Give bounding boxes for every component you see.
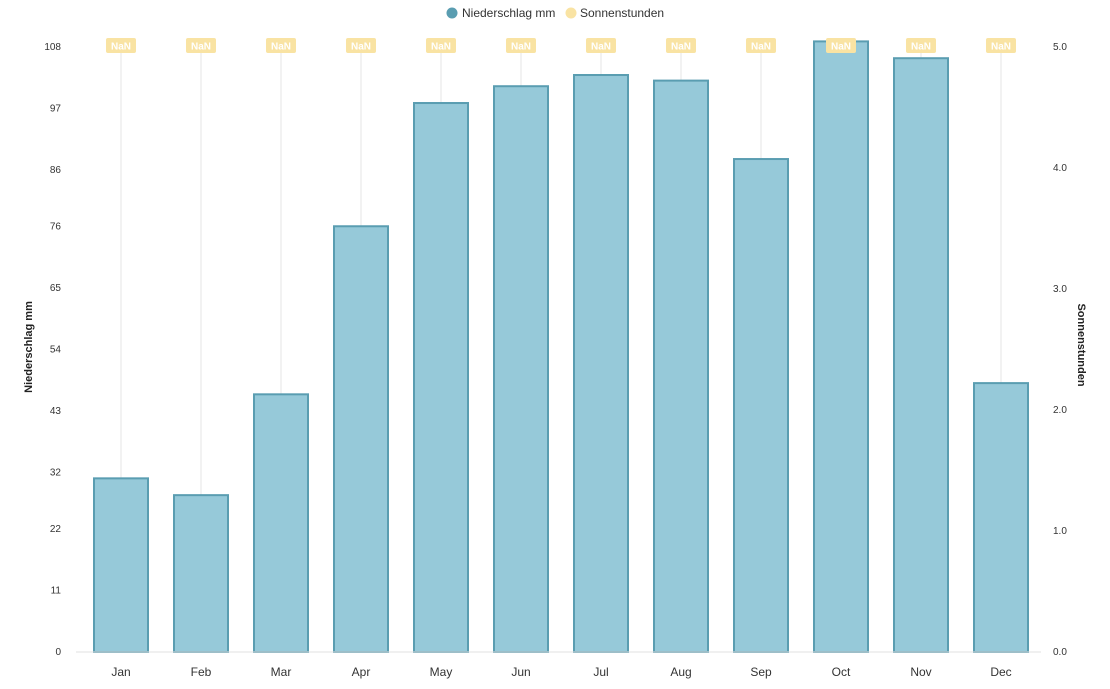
- nan-label-dec: NaN: [991, 42, 1011, 53]
- nan-label-oct: NaN: [831, 42, 851, 53]
- right-axis-title: Sonnenstunden: [1075, 303, 1087, 386]
- left-tick-label: 97: [50, 104, 62, 115]
- x-tick-label-apr: Apr: [352, 665, 371, 679]
- nan-label-bg-may: [426, 38, 456, 53]
- nan-label-bg-apr: [346, 38, 376, 53]
- left-axis-title: Niederschlag mm: [23, 301, 35, 393]
- nan-label-aug: NaN: [671, 42, 691, 53]
- bar-jul: [573, 74, 629, 653]
- x-tick-label-mar: Mar: [271, 665, 292, 679]
- nan-label-jul: NaN: [591, 42, 611, 53]
- x-tick-label-aug: Aug: [670, 665, 691, 679]
- x-tick-label-jul: Jul: [593, 665, 608, 679]
- x-tick-label-jan: Jan: [111, 665, 130, 679]
- right-tick-label: 3.0: [1053, 284, 1067, 295]
- bar-aug: [653, 79, 709, 654]
- nan-label-sep: NaN: [751, 42, 771, 53]
- right-tick-label: 0.0: [1053, 647, 1067, 658]
- bar-jun: [493, 85, 549, 654]
- x-tick-label-oct: Oct: [832, 665, 851, 679]
- x-tick-label-jun: Jun: [511, 665, 530, 679]
- x-tick-label-feb: Feb: [191, 665, 212, 679]
- nan-label-feb: NaN: [191, 42, 211, 53]
- bar-nov: [893, 57, 949, 654]
- nan-label-bg-dec: [986, 38, 1016, 53]
- x-axis-labels: Jan Feb Mar Apr May Jun Jul Aug Sep Oct Nov Dec: [111, 665, 1011, 679]
- nan-label-jan: NaN: [111, 42, 131, 53]
- legend-item-niederschlag[interactable]: Niederschlag mm: [446, 6, 556, 20]
- legend-label-sonnenstunden: Sonnenstunden: [580, 6, 664, 20]
- bar-oct: [813, 40, 869, 654]
- nan-label-bg-feb: [186, 38, 216, 53]
- nan-label-bg-sep: [746, 38, 776, 53]
- nan-label-mar: NaN: [271, 42, 291, 53]
- right-tick-label: 2.0: [1053, 405, 1067, 416]
- legend-label-niederschlag: Niederschlag mm: [462, 6, 555, 20]
- left-tick-label: 43: [50, 406, 62, 417]
- left-tick-label: 32: [50, 468, 62, 479]
- x-tick-label-dec: Dec: [990, 665, 1011, 679]
- legend-swatch-sonnenstunden: [565, 7, 577, 19]
- nan-label-nov: NaN: [911, 42, 931, 53]
- bar-apr: [333, 225, 389, 654]
- left-tick-label: 65: [50, 283, 62, 294]
- x-tick-label-nov: Nov: [910, 665, 931, 679]
- nan-label-bg-aug: [666, 38, 696, 53]
- chart-legend[interactable]: Niederschlag mm Sonnenstunden: [446, 6, 665, 20]
- bar-sep: [733, 158, 789, 653]
- legend-item-sonnenstunden[interactable]: Sonnenstunden: [565, 6, 665, 20]
- bar-may: [413, 102, 469, 654]
- nan-label-bg-nov: [906, 38, 936, 53]
- right-tick-label: 1.0: [1053, 526, 1067, 537]
- nan-label-bg-jul: [586, 38, 616, 53]
- nan-label-apr: NaN: [351, 42, 371, 53]
- left-tick-label: 11: [51, 585, 62, 596]
- nan-label-bg-jun: [506, 38, 536, 53]
- left-tick-label: 76: [50, 221, 62, 232]
- left-tick-label: 0: [55, 647, 61, 658]
- bar-mar: [253, 393, 309, 653]
- legend-swatch-niederschlag: [446, 7, 458, 19]
- left-tick-label: 86: [50, 165, 62, 176]
- nan-label-bg-mar: [266, 38, 296, 53]
- x-tick-label-sep: Sep: [750, 665, 772, 679]
- nan-label-bg-oct: [826, 38, 856, 53]
- left-axis-ticks: 0 11 22 32 43 54 65 76 86 97 108: [44, 42, 61, 658]
- sunshine-nan-labels: NaN NaN NaN NaN NaN NaN NaN NaN NaN NaN NaN NaN: [106, 38, 1016, 53]
- left-tick-label: 108: [44, 42, 61, 53]
- bar-jan: [93, 477, 149, 653]
- right-tick-label: 4.0: [1053, 163, 1067, 174]
- nan-label-bg-jan: [106, 38, 136, 53]
- left-tick-label: 22: [50, 524, 62, 535]
- bar-feb: [173, 494, 229, 654]
- right-tick-label: 5.0: [1053, 42, 1067, 53]
- precipitation-bars: [93, 40, 1029, 654]
- right-axis-ticks: 0.0 1.0 2.0 3.0 4.0 5.0: [1053, 42, 1067, 658]
- bar-dec: [973, 382, 1029, 653]
- x-tick-label-may: May: [430, 665, 453, 679]
- nan-label-jun: NaN: [511, 42, 531, 53]
- left-tick-label: 54: [50, 345, 62, 356]
- nan-label-may: NaN: [431, 42, 451, 53]
